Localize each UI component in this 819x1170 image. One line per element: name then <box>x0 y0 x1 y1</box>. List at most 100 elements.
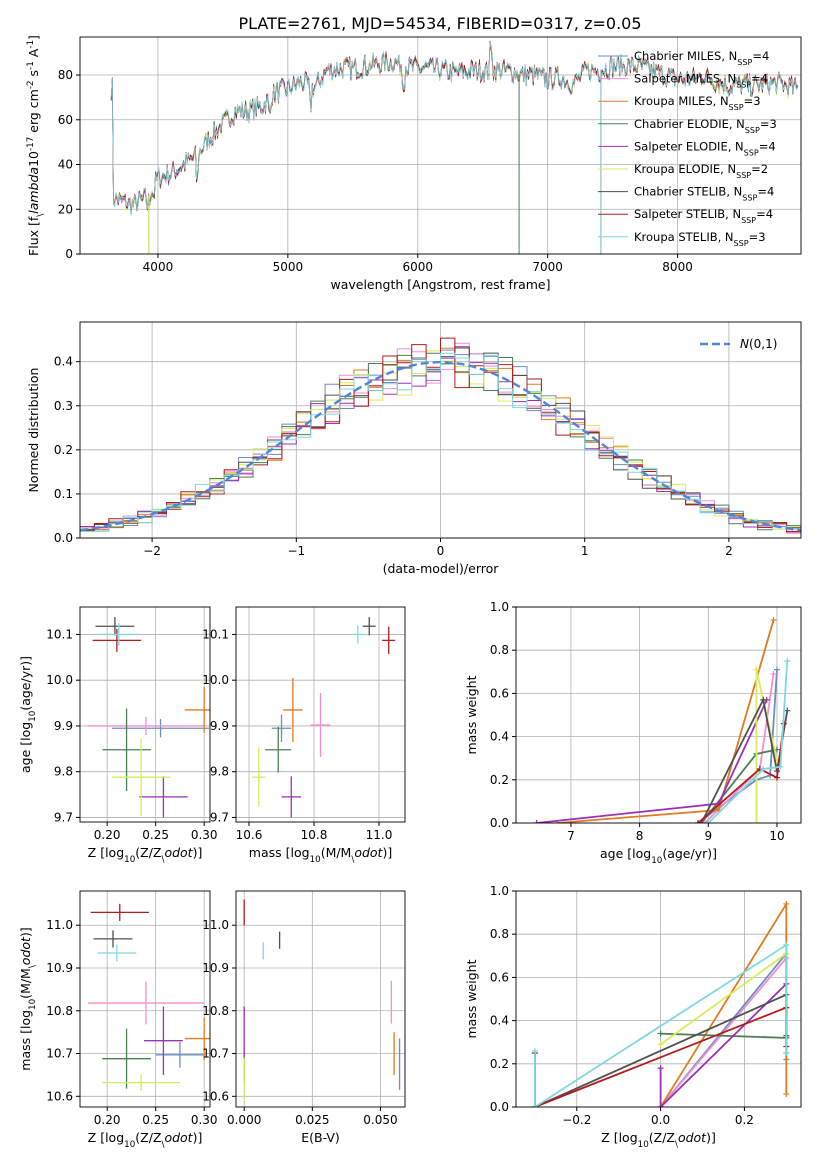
x-tick-label: 0.25 <box>142 828 169 842</box>
weight-point-marker <box>753 820 760 823</box>
label-part: Chabrier ELODIE, N <box>634 117 745 131</box>
label-part: \ <box>36 214 46 217</box>
y-tick-label: 9.7 <box>54 810 73 824</box>
label-part: -1 <box>26 61 36 70</box>
label-part: \ <box>28 965 38 968</box>
label-part: odot <box>164 1130 193 1145</box>
weight-point-marker <box>783 942 790 948</box>
axes-frame <box>79 890 211 1108</box>
label-part: Flux [f <box>26 216 41 256</box>
x-tick-label: 0.000 <box>227 1113 261 1127</box>
y-tick-label: 9.8 <box>54 765 73 779</box>
label-part: 10 <box>124 855 135 865</box>
weight-point-marker <box>760 696 767 703</box>
legend-entry: Chabrier ELODIE, NSSP=3 <box>634 117 777 135</box>
x-axis-label: Z [log10(Z/Z\odot)] <box>601 1130 716 1150</box>
legend-entry: Salpeter STELIB, NSSP=4 <box>634 207 773 225</box>
axes-frame <box>79 36 802 255</box>
label-part: odot <box>678 1130 707 1145</box>
label-part: 10 <box>638 1140 649 1150</box>
label-part: age [log <box>18 722 33 773</box>
weight-point-marker <box>705 820 712 823</box>
label-part: 10 <box>651 856 662 866</box>
y-tick-label: 0.6 <box>490 970 509 984</box>
label-part: )] <box>382 845 392 860</box>
label-part: )] <box>193 845 203 860</box>
label-part: odot <box>164 845 193 860</box>
axes-frame <box>515 890 802 1108</box>
grid <box>516 890 801 1108</box>
label-part: wavelength [Angstrom, rest frame] <box>330 277 550 292</box>
figure-title: PLATE=2761, MJD=54534, FIBERID=0317, z=0… <box>238 14 641 33</box>
label-part: Z [log <box>88 1130 124 1145</box>
x-axis-label: age [log10(age/yr)] <box>600 846 717 866</box>
y-tick-label: 0.8 <box>490 927 509 941</box>
y-axis-label: age [log10(age/yr)] <box>18 656 38 773</box>
label-part: (data-model)/error <box>383 561 500 576</box>
legend-entry: Salpeter ELODIE, NSSP=4 <box>634 139 776 157</box>
label-part: =4 <box>756 207 773 221</box>
weight-point-marker <box>784 707 791 714</box>
y-tick-label: 10.6 <box>46 1089 73 1103</box>
legend-entry: Chabrier MILES, NSSP=4 <box>634 49 769 67</box>
label-part: Kroupa ELODIE, N <box>634 162 736 176</box>
label-part: odot <box>18 936 33 965</box>
axes-frame <box>515 606 802 824</box>
x-tick-label: 1 <box>581 544 589 558</box>
label-part: Z [log <box>88 845 124 860</box>
y-tick-label: 0.3 <box>54 399 73 413</box>
label-part: Chabrier MILES, N <box>634 49 737 63</box>
x-tick-label: 8000 <box>662 260 693 274</box>
legend-entry: Kroupa ELODIE, NSSP=2 <box>634 162 768 180</box>
plot-area <box>531 900 790 1107</box>
label-part: 10 <box>28 711 38 722</box>
label-part: (age/yr)] <box>18 656 33 711</box>
label-part: Kroupa MILES, N <box>634 94 729 108</box>
y-tick-label: 20 <box>58 202 73 216</box>
y-tick-label: 0.8 <box>490 643 509 657</box>
plot-area <box>252 617 396 818</box>
label-part: -1 <box>26 40 36 49</box>
grid <box>516 606 801 824</box>
label-part: \ <box>351 855 354 865</box>
y-tick-label: 10.9 <box>202 961 229 975</box>
y-tick-label: 10.8 <box>202 1004 229 1018</box>
label-part: Salpeter ELODIE, N <box>634 139 744 153</box>
weight-point-marker <box>657 1030 664 1037</box>
axes-frame <box>79 606 211 823</box>
y-tick-label: 9.9 <box>210 719 229 733</box>
y-tick-label: 10.0 <box>202 673 229 687</box>
x-tick-label: 8 <box>636 829 644 843</box>
grid <box>236 891 405 1107</box>
label-part: N <box>740 337 749 351</box>
label-part: SSP <box>729 103 744 112</box>
weight-point-marker <box>657 1041 664 1048</box>
x-tick-label: 0.025 <box>295 1113 329 1127</box>
label-part: (Z/Z <box>135 845 161 860</box>
y-tick-label: 0.1 <box>54 487 73 501</box>
label-part: Normed distribution <box>26 368 41 493</box>
mass-weight-vs-metallicity-panel: −0.2 0.0 0.2 0.0 0.2 0.4 0.6 0.8 1.0 Z [log10(Z/Z… <box>464 884 802 1150</box>
y-tick-label: 10.6 <box>202 1089 229 1103</box>
label-part: SSP <box>744 148 759 157</box>
label-part: Chabrier STELIB, N <box>634 185 742 199</box>
x-axis-label: Z [log10(Z/Z\odot)] <box>88 1130 203 1150</box>
y-tick-label: 0 <box>65 247 73 261</box>
y-axis-label: Flux [f\lambda10-17 erg cm-2 s-1 A-1] <box>26 35 46 256</box>
y-axis-label: Normed distribution <box>26 368 41 493</box>
spectrum-panel: 4000 5000 6000 7000 8000 0 20 40 60 80 wavelength … <box>26 35 802 292</box>
weight-point-marker <box>783 1050 790 1056</box>
x-tick-label: −0.2 <box>562 1113 591 1127</box>
label-part: erg cm <box>26 89 41 137</box>
y-tick-label: 0.6 <box>490 686 509 700</box>
residual-histogram-panel: −2 −1 0 1 2 0.0 0.1 0.2 0.3 0.4 (data-model)/error… <box>26 321 802 576</box>
grid <box>80 891 210 1107</box>
label-part: )] <box>193 1130 203 1145</box>
y-tick-label: 11.0 <box>46 918 73 932</box>
label-part: SSP <box>734 238 749 247</box>
label-part: mass weight <box>464 959 479 1038</box>
weight-point-marker <box>533 820 540 823</box>
y-tick-label: 0.0 <box>490 1100 509 1114</box>
